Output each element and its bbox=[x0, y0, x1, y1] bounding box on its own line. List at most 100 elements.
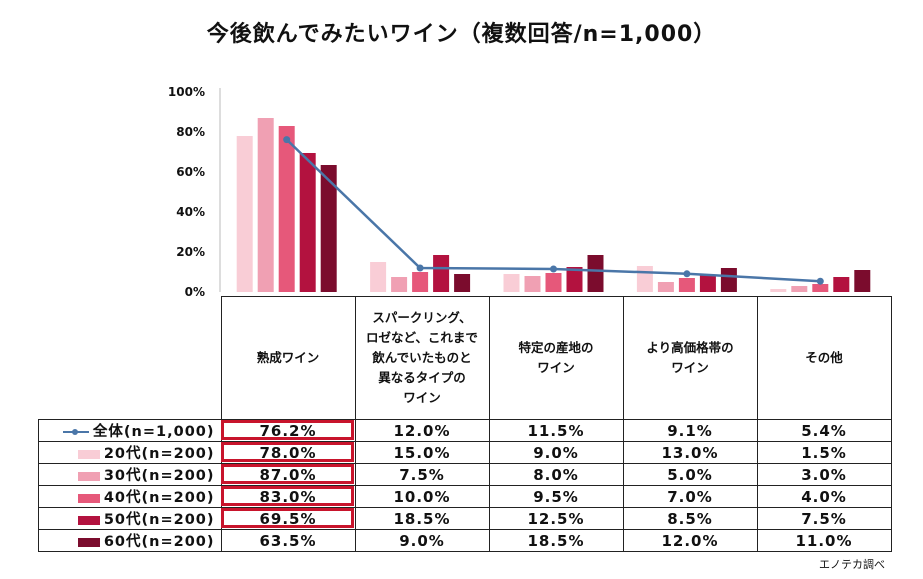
data-table: 熟成ワイン スパークリング、 ロゼなど、これまで 飲んでいたものと 異なるタイプの ワイン… bbox=[38, 296, 892, 552]
category-label-line: 熟成ワイン bbox=[256, 350, 320, 365]
category-header: スパークリング、 ロゼなど、これまで 飲んでいたものと 異なるタイプの ワイン bbox=[354, 296, 490, 420]
bar bbox=[236, 136, 253, 292]
category-label-line: ワイン bbox=[671, 360, 709, 375]
legend-color-swatch bbox=[77, 449, 100, 459]
highlight-box bbox=[221, 486, 354, 506]
bar bbox=[320, 165, 337, 292]
value-cell: 4.0% bbox=[756, 485, 892, 508]
legend-cell: 20代(n=200) bbox=[38, 441, 222, 464]
bar bbox=[370, 262, 387, 292]
table-row: 60代(n=200) 63.5% 9.0% 18.5% 12.0% 11.0% bbox=[38, 529, 892, 552]
legend-cell: 50代(n=200) bbox=[38, 507, 222, 530]
value-cell: 12.0% bbox=[622, 529, 758, 552]
bar bbox=[257, 118, 274, 292]
table-header-row: 熟成ワイン スパークリング、 ロゼなど、これまで 飲んでいたものと 異なるタイプの ワイン… bbox=[39, 296, 892, 420]
highlight-box bbox=[221, 420, 354, 440]
bar bbox=[566, 267, 583, 292]
highlight-box bbox=[221, 442, 354, 462]
table-row: 20代(n=200) 78.0% 15.0% 9.0% 13.0% 1.5% bbox=[38, 441, 892, 464]
value-cell: 9.1% bbox=[622, 419, 758, 442]
bar bbox=[503, 274, 520, 292]
series-name: 40代(n=200) bbox=[103, 490, 215, 506]
line-point bbox=[550, 265, 557, 273]
series-name: 60代(n=200) bbox=[103, 534, 215, 550]
series-name: 全体(n=1,000) bbox=[92, 424, 215, 440]
value-cell: 11.5% bbox=[488, 419, 624, 442]
bar bbox=[587, 255, 604, 292]
table-row: 30代(n=200) 87.0% 7.5% 8.0% 5.0% 3.0% bbox=[38, 463, 892, 486]
table-row: 50代(n=200) 69.5% 18.5% 12.5% 8.5% 7.5% bbox=[38, 507, 892, 530]
value-cell: 63.5% bbox=[220, 529, 356, 552]
bar bbox=[678, 278, 695, 292]
value-cell: 5.0% bbox=[622, 463, 758, 486]
line-point bbox=[816, 277, 824, 285]
category-label-line: ワイン bbox=[537, 360, 575, 375]
bar bbox=[299, 153, 316, 292]
bar bbox=[812, 284, 829, 292]
value-cell: 9.0% bbox=[354, 529, 490, 552]
bar bbox=[854, 270, 871, 292]
y-tick-label: 40% bbox=[176, 205, 205, 219]
series-name: 20代(n=200) bbox=[103, 446, 215, 462]
line-point bbox=[416, 264, 424, 272]
table-row: 40代(n=200) 83.0% 10.0% 9.5% 7.0% 4.0% bbox=[38, 485, 892, 508]
legend-cell: 30代(n=200) bbox=[38, 463, 222, 486]
value-cell: 10.0% bbox=[354, 485, 490, 508]
highlight-box bbox=[221, 464, 354, 484]
value-cell: 1.5% bbox=[756, 441, 892, 464]
legend-cell: 60代(n=200) bbox=[38, 529, 222, 552]
category-label-line: ロゼなど、これまで bbox=[366, 330, 478, 345]
chart-title: 今後飲んでみたいワイン（複数回答/n=1,000） bbox=[206, 22, 717, 47]
value-cell: 9.5% bbox=[488, 485, 624, 508]
value-cell: 7.0% bbox=[622, 485, 758, 508]
category-header: 特定の産地の ワイン bbox=[488, 296, 624, 420]
bar bbox=[278, 126, 295, 292]
bar bbox=[833, 277, 850, 292]
line-series bbox=[285, 138, 821, 283]
value-cell: 15.0% bbox=[354, 441, 490, 464]
category-label-line: 異なるタイプの bbox=[378, 370, 466, 385]
value-cell: 8.5% bbox=[622, 507, 758, 530]
legend-cell: 全体(n=1,000) bbox=[38, 419, 222, 442]
line-point bbox=[283, 136, 291, 144]
category-label-line: スパークリング、 bbox=[372, 310, 472, 325]
category-label-line: 特定の産地の bbox=[518, 340, 594, 355]
bar bbox=[770, 289, 787, 292]
bar bbox=[391, 277, 408, 292]
plot-area: 0% 20% 40% 60% 80% 100% bbox=[168, 85, 871, 299]
bar bbox=[699, 275, 716, 292]
legend-color-swatch bbox=[77, 537, 100, 547]
value-cell: 7.5% bbox=[354, 463, 490, 486]
y-tick-label: 80% bbox=[176, 125, 205, 139]
value-cell: 3.0% bbox=[756, 463, 892, 486]
value-cell: 7.5% bbox=[756, 507, 892, 530]
legend-line-marker bbox=[62, 428, 89, 437]
y-tick-label: 0% bbox=[185, 285, 205, 299]
highlight-box bbox=[221, 508, 354, 528]
category-label-line: その他 bbox=[805, 350, 843, 365]
value-cell: 11.0% bbox=[756, 529, 892, 552]
series-name: 30代(n=200) bbox=[103, 468, 215, 484]
legend-cell: 40代(n=200) bbox=[38, 485, 222, 508]
value-cell: 8.0% bbox=[488, 463, 624, 486]
legend-color-swatch bbox=[77, 471, 100, 481]
y-tick-label: 100% bbox=[168, 85, 205, 99]
y-tick-label: 60% bbox=[176, 165, 205, 179]
bar bbox=[454, 274, 471, 292]
legend-color-swatch bbox=[77, 493, 100, 503]
source-note: エノテカ調べ bbox=[819, 558, 885, 571]
value-cell: 18.5% bbox=[354, 507, 490, 530]
bar bbox=[657, 282, 674, 292]
category-label-line: より高価格帯の bbox=[646, 340, 734, 355]
value-cell: 9.0% bbox=[488, 441, 624, 464]
category-header: 熟成ワイン bbox=[220, 296, 356, 420]
bar bbox=[524, 276, 541, 292]
table-corner bbox=[39, 297, 222, 420]
category-label-line: ワイン bbox=[403, 390, 441, 405]
category-header: その他 bbox=[756, 296, 892, 420]
category-header: より高価格帯の ワイン bbox=[622, 296, 758, 420]
bar bbox=[636, 266, 653, 292]
line-point bbox=[683, 270, 691, 278]
legend-color-swatch bbox=[77, 515, 100, 525]
value-cell: 13.0% bbox=[622, 441, 758, 464]
